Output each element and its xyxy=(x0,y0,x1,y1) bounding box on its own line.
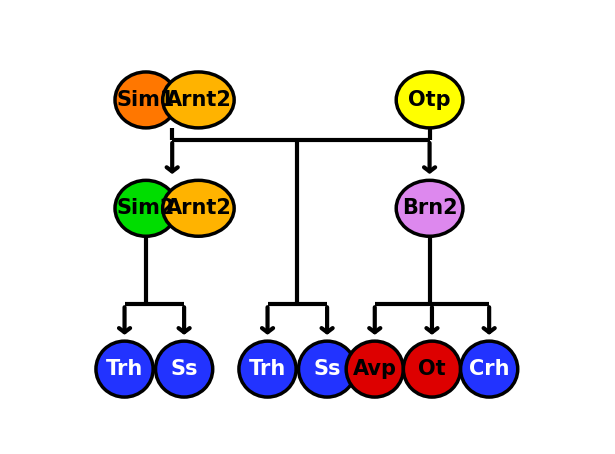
Ellipse shape xyxy=(162,180,234,236)
Text: Sim2: Sim2 xyxy=(117,198,175,218)
Text: Ot: Ot xyxy=(418,359,446,379)
Text: Ss: Ss xyxy=(170,359,198,379)
Ellipse shape xyxy=(396,180,463,236)
Text: Trh: Trh xyxy=(249,359,286,379)
Text: Ss: Ss xyxy=(314,359,341,379)
Ellipse shape xyxy=(346,341,403,397)
Ellipse shape xyxy=(156,341,213,397)
Text: Crh: Crh xyxy=(469,359,509,379)
Ellipse shape xyxy=(96,341,153,397)
Ellipse shape xyxy=(403,341,461,397)
Text: Avp: Avp xyxy=(353,359,397,379)
Text: Trh: Trh xyxy=(106,359,143,379)
Text: Otp: Otp xyxy=(408,90,451,110)
Text: Brn2: Brn2 xyxy=(402,198,458,218)
Ellipse shape xyxy=(115,180,177,236)
Ellipse shape xyxy=(461,341,518,397)
Ellipse shape xyxy=(239,341,296,397)
Ellipse shape xyxy=(162,72,234,128)
Ellipse shape xyxy=(298,341,355,397)
Text: Arnt2: Arnt2 xyxy=(165,90,231,110)
Ellipse shape xyxy=(396,72,463,128)
Text: Sim1: Sim1 xyxy=(117,90,175,110)
Ellipse shape xyxy=(115,72,177,128)
Text: Arnt2: Arnt2 xyxy=(165,198,231,218)
